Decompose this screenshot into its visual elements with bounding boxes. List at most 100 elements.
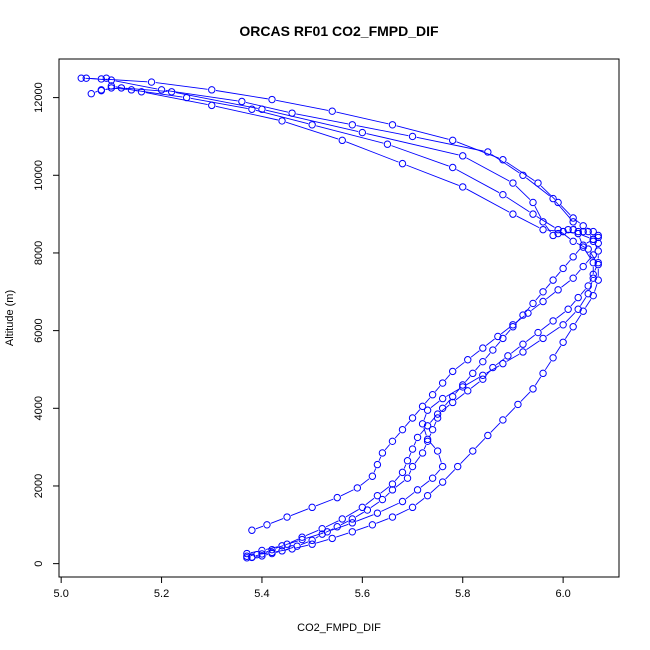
data-point (479, 344, 487, 352)
data-point (539, 288, 547, 296)
series-segment (105, 88, 108, 90)
data-point (388, 437, 397, 446)
series-segment (540, 185, 556, 200)
series-segment (547, 229, 559, 232)
data-point (579, 262, 587, 271)
y-tick-label: 2000 (33, 474, 45, 498)
data-point (388, 513, 397, 521)
series-segment (455, 387, 461, 394)
data-point (378, 495, 387, 504)
series-segment (325, 520, 339, 528)
data-point (539, 297, 547, 306)
series-segment (394, 475, 401, 482)
data-point (77, 74, 85, 82)
data-point (258, 550, 266, 558)
data-point (549, 194, 557, 203)
x-tick-label: 6.0 (555, 588, 570, 600)
data-point (428, 391, 437, 399)
series-segment (403, 464, 407, 469)
x-tick-label: 5.0 (54, 588, 69, 600)
series-segment (165, 89, 238, 102)
y-axis: 0 2000 4000 6000 8000 10000 12000 (33, 82, 59, 567)
series-segment (370, 501, 380, 509)
series-segment (255, 554, 259, 557)
chart-title: ORCAS RF01 CO2_FMPD_DIF (239, 23, 439, 39)
series-segment (445, 469, 456, 480)
data-point (102, 74, 111, 82)
series-segment (506, 353, 520, 362)
series-segment (570, 300, 576, 307)
data-point (454, 462, 462, 471)
series-segment (475, 438, 486, 449)
series-segment (561, 280, 571, 288)
series-segment (380, 486, 390, 494)
series-segment (331, 523, 349, 531)
data-point (288, 545, 296, 553)
data-point (248, 553, 256, 561)
data-point (569, 323, 577, 331)
data-point (469, 369, 477, 378)
series-segment (445, 399, 451, 406)
series-segment (265, 109, 359, 133)
data-point (484, 148, 492, 156)
series-segment (585, 298, 592, 308)
data-point (438, 462, 447, 471)
data-point (489, 363, 497, 372)
data-point (589, 291, 597, 300)
data-point (529, 198, 537, 207)
series-segment (316, 125, 384, 144)
series-segment (365, 497, 375, 506)
data-point (574, 293, 582, 302)
series-segment (446, 388, 460, 397)
series-segment (115, 80, 158, 90)
data-point (308, 540, 316, 548)
data-point (333, 493, 341, 502)
data-point (348, 515, 357, 523)
data-point (423, 422, 432, 430)
series-segment (565, 330, 572, 339)
data-point (408, 462, 417, 471)
series-segment (373, 468, 377, 473)
data-point (589, 237, 597, 245)
series-segment (580, 288, 586, 295)
series-segment (520, 391, 531, 402)
series-segment (515, 185, 531, 200)
data-point (338, 515, 346, 523)
data-point (428, 425, 437, 434)
series-segment (546, 292, 556, 300)
series-segment (285, 121, 339, 140)
data-point (479, 357, 487, 366)
data-point (258, 546, 266, 555)
series-segment (440, 404, 450, 412)
series-segment (404, 420, 411, 427)
series-segment (384, 444, 391, 451)
data-point (268, 545, 276, 554)
data-point (318, 524, 326, 533)
data-point (278, 542, 286, 550)
data-point (448, 398, 457, 407)
data-point (288, 109, 296, 117)
series-segment (305, 529, 319, 537)
series-segment (276, 549, 289, 553)
series-segment (406, 164, 459, 186)
series-segment (526, 177, 551, 197)
series-segment (470, 350, 480, 358)
series-segment (455, 361, 465, 370)
x-axis-label: CO2_FMPD_DIF (297, 622, 381, 634)
data-point (157, 86, 166, 94)
data-point (549, 276, 557, 284)
series-segment (250, 550, 258, 554)
series-segment (555, 271, 561, 278)
series-segment (456, 141, 500, 159)
data-point (534, 328, 542, 337)
data-point (107, 82, 116, 90)
series-segment (526, 334, 535, 343)
data-point (519, 348, 527, 356)
y-tick-label: 10000 (33, 160, 45, 191)
series-segment (594, 266, 598, 271)
series-segment (416, 136, 484, 152)
data-point (549, 231, 557, 240)
data-point (127, 86, 136, 94)
series-segment (485, 370, 491, 377)
